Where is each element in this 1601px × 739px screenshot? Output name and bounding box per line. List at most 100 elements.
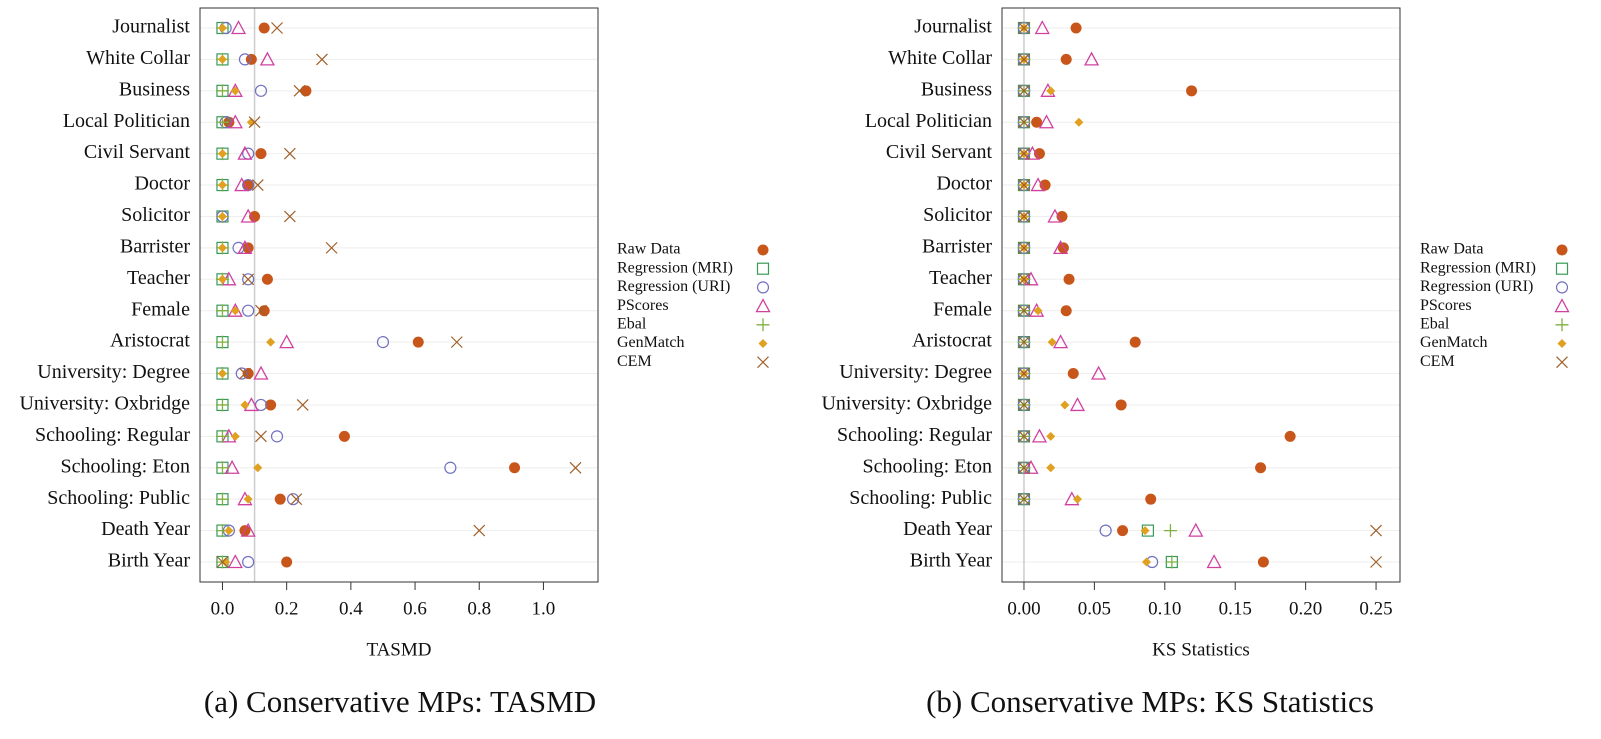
dot	[1052, 334, 1069, 349]
dot	[224, 526, 234, 536]
dot	[221, 557, 231, 567]
dot	[217, 149, 227, 159]
dot	[258, 305, 270, 317]
category-label: Schooling: Regular	[837, 424, 992, 446]
dot	[217, 180, 227, 190]
category-label: Doctor	[134, 173, 190, 195]
dot	[217, 23, 227, 33]
dot	[338, 430, 350, 442]
dot	[1052, 240, 1069, 255]
dot	[1018, 147, 1030, 160]
dot	[1141, 557, 1151, 567]
dot	[215, 492, 229, 506]
x-tick-label: 0.05	[1078, 598, 1111, 619]
dot	[1047, 337, 1057, 347]
dot	[215, 398, 229, 412]
dot	[412, 336, 424, 348]
dot	[1072, 494, 1082, 504]
dot	[1115, 399, 1127, 411]
dot	[1206, 554, 1222, 569]
dot	[215, 304, 229, 318]
dot	[217, 243, 227, 253]
category-label: Civil Servant	[886, 141, 993, 163]
dot	[1074, 117, 1084, 127]
x-axis-label: KS Statistics	[1152, 639, 1250, 660]
dot	[1033, 306, 1043, 316]
legend-label: Ebal	[617, 315, 647, 332]
dot	[271, 22, 283, 34]
dot	[1370, 524, 1382, 537]
dot	[1018, 84, 1030, 97]
category-label: University: Degree	[37, 361, 190, 383]
dot	[239, 367, 251, 380]
category-label: Schooling: Regular	[35, 424, 190, 446]
dot	[245, 53, 257, 65]
category-label: University: Oxbridge	[821, 393, 992, 415]
dot	[215, 84, 229, 98]
dot	[1034, 20, 1050, 35]
category-label: Birth Year	[108, 550, 191, 572]
dot	[1018, 304, 1030, 317]
dot	[1018, 116, 1030, 129]
dot	[235, 367, 248, 380]
dot	[1018, 210, 1030, 223]
dot	[1018, 22, 1030, 34]
category-label: Journalist	[914, 16, 992, 38]
legend-label: Regression (URI)	[617, 278, 730, 295]
dot	[255, 148, 267, 160]
x-tick-label: 0.2	[275, 598, 299, 619]
category-label: Teacher	[127, 267, 190, 289]
category-label: Aristocrat	[110, 330, 190, 352]
category-label: Birth Year	[910, 550, 993, 572]
category-label: Aristocrat	[912, 330, 992, 352]
dot	[1060, 305, 1072, 317]
dot	[1129, 336, 1141, 348]
legend-symbol	[758, 339, 768, 348]
dot	[1083, 51, 1100, 66]
category-label: White Collar	[86, 47, 190, 69]
dot	[230, 20, 247, 35]
dot	[283, 210, 296, 223]
dot	[255, 430, 267, 443]
dot	[237, 145, 253, 160]
dot	[300, 85, 312, 97]
dot	[215, 461, 229, 475]
dot	[1018, 493, 1030, 506]
legend-label: CEM	[1420, 353, 1455, 370]
legend-label: Regression (MRI)	[1420, 259, 1536, 276]
dot	[265, 399, 277, 411]
dot	[1284, 430, 1296, 442]
dot	[283, 147, 296, 160]
category-label: Local Politician	[865, 110, 992, 132]
x-tick-label: 0.15	[1219, 598, 1252, 619]
dot	[1099, 524, 1112, 537]
dot	[1255, 462, 1267, 474]
dot	[238, 53, 252, 66]
plot-frame	[199, 7, 599, 583]
dot	[1140, 526, 1150, 536]
dot	[259, 51, 275, 66]
legend-symbol	[1554, 298, 1570, 313]
dot	[215, 429, 229, 443]
dot	[1047, 208, 1063, 223]
dot	[240, 522, 256, 537]
dot	[234, 177, 250, 192]
category-label: Journalist	[112, 16, 190, 38]
dot	[1063, 273, 1075, 285]
dot	[1165, 555, 1179, 569]
dot	[217, 54, 227, 64]
category-label: University: Oxbridge	[19, 393, 190, 415]
dot	[473, 524, 486, 537]
dot	[1031, 116, 1043, 128]
dot	[249, 210, 261, 222]
panel: Journalist White Collar Business Local Poli…	[19, 7, 771, 719]
dot	[1046, 86, 1056, 96]
dot	[450, 336, 463, 349]
legend-symbol	[1556, 244, 1568, 256]
x-tick-label: 0.8	[467, 598, 491, 619]
legend-label: PScores	[1420, 297, 1472, 314]
dot	[243, 494, 253, 504]
legend-label: Raw Data	[1420, 241, 1484, 258]
legend-label: Regression (MRI)	[617, 259, 733, 276]
